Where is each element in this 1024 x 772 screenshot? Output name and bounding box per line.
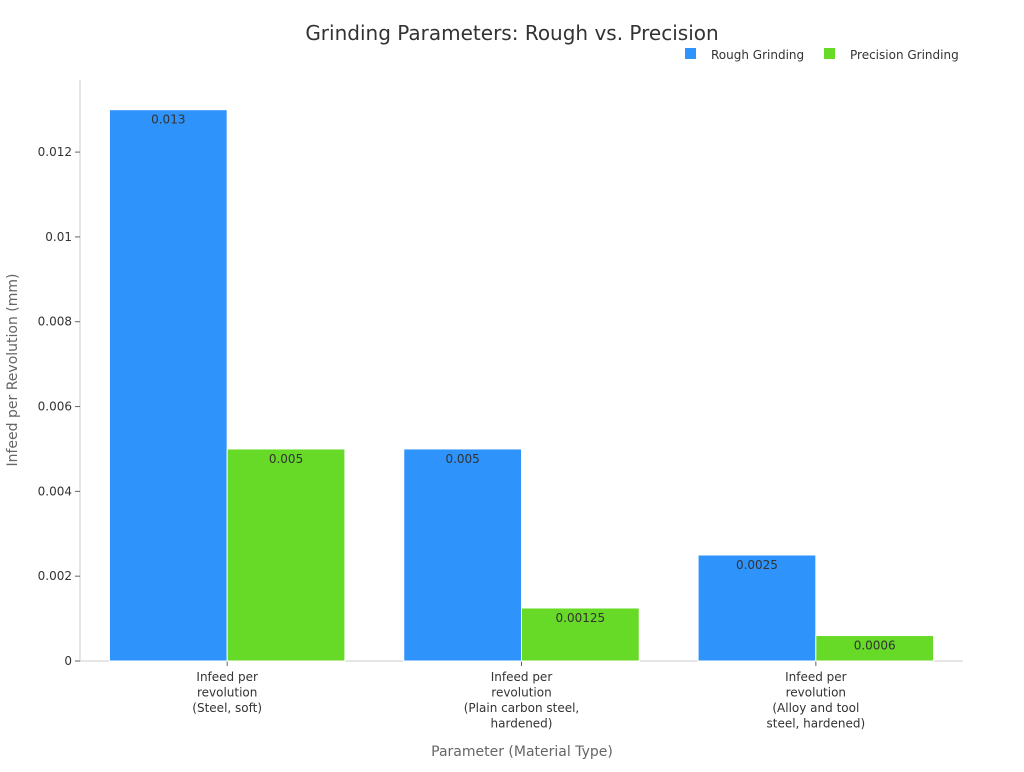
x-tick-label: (Plain carbon steel,	[464, 701, 580, 715]
data-label: 0.013	[151, 113, 185, 127]
y-tick-label: 0.006	[38, 400, 72, 414]
legend-label-rough: Rough Grinding	[711, 48, 804, 62]
x-tick-label: revolution	[197, 686, 257, 700]
bar-precision	[815, 635, 935, 662]
bar-rough	[697, 554, 817, 662]
x-tick-label: Infeed per	[491, 670, 553, 684]
chart-title: Grinding Parameters: Rough vs. Precision	[305, 21, 718, 45]
x-tick-label: steel, hardened)	[767, 717, 866, 731]
data-label: 0.00125	[556, 611, 606, 625]
x-tick-label: (Alloy and tool	[772, 701, 859, 715]
data-label: 0.0025	[736, 558, 778, 572]
x-tick-label: revolution	[491, 686, 551, 700]
y-axis-label: Infeed per Revolution (mm)	[5, 274, 21, 467]
data-label: 0.005	[445, 452, 479, 466]
data-label: 0.0006	[854, 639, 896, 653]
bar-rough	[403, 448, 522, 662]
y-tick-label: 0.01	[45, 230, 72, 244]
y-tick-label: 0	[64, 654, 72, 668]
legend-label-precision: Precision Grinding	[850, 48, 959, 62]
legend-swatch-precision	[824, 48, 835, 59]
y-tick-label: 0.004	[38, 484, 72, 498]
x-tick-label: Infeed per	[785, 670, 847, 684]
legend: Rough Grinding Precision Grinding	[685, 48, 959, 62]
y-tick-label: 0.008	[38, 315, 72, 329]
data-label: 0.005	[269, 452, 303, 466]
bar-precision	[226, 448, 346, 662]
x-tick-label: revolution	[786, 686, 846, 700]
x-tick-label: Infeed per	[196, 670, 258, 684]
y-tick-label: 0.002	[38, 569, 72, 583]
x-tick-label: (Steel, soft)	[192, 701, 262, 715]
bar-precision	[521, 607, 640, 662]
bar-rough	[108, 109, 228, 662]
legend-swatch-rough	[685, 48, 696, 59]
y-tick-label: 0.012	[38, 145, 72, 159]
x-tick-label: hardened)	[491, 717, 553, 731]
x-axis-label: Parameter (Material Type)	[431, 744, 613, 760]
